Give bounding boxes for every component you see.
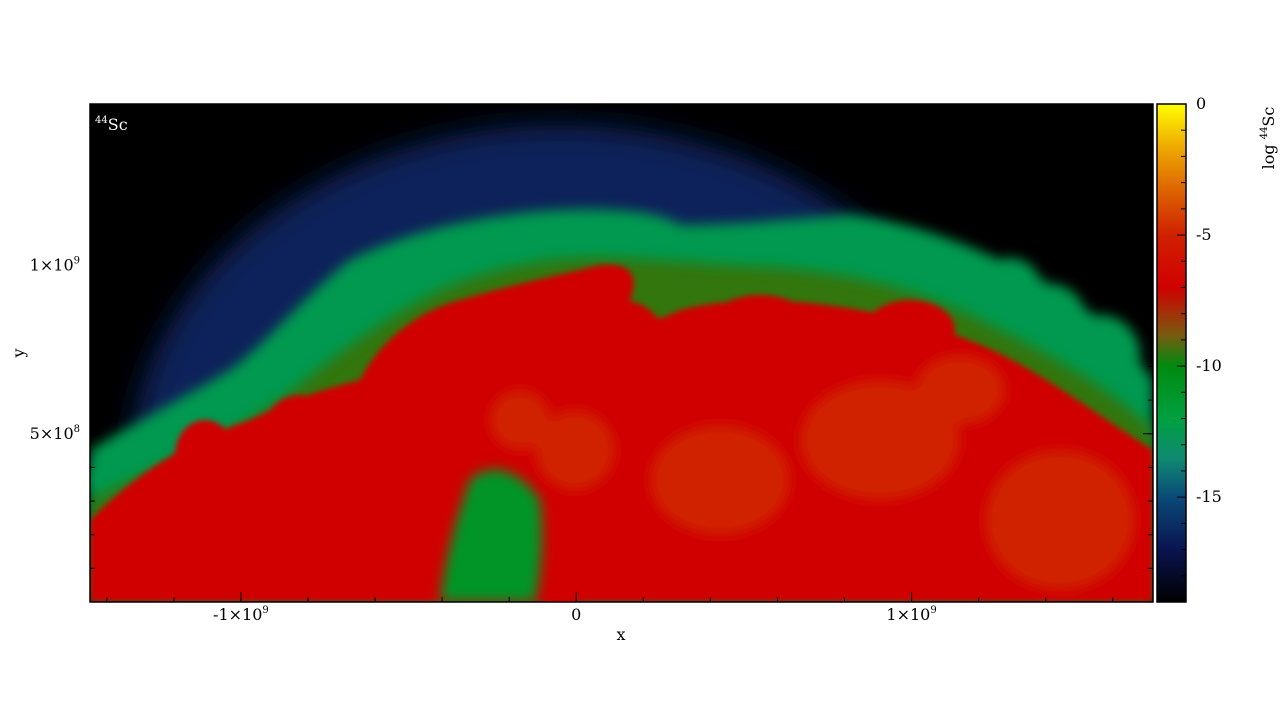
panel-label-text: Sc [108,115,128,134]
colorbar-tick-label: -10 [1196,356,1222,375]
plot-area [89,103,1154,603]
y-tick-mantissa: 1×10 [30,256,74,275]
colorbar-label-suffix: Sc [1259,107,1278,127]
ejecta-fingers [90,264,1153,602]
colorbar-ticks: 0 -5 -10 -15 [1177,94,1222,603]
colorbar-tick-label: -15 [1196,487,1222,506]
panel-label-superscript: 44 [95,115,108,126]
colorbar-label-prefix: log [1259,139,1278,169]
colorbar-label: log 44Sc [1259,107,1278,170]
colorbar-gradient [1156,103,1187,603]
x-tick-label: 0 [571,605,581,624]
x-tick-label: 1×109 [886,605,936,624]
x-tick-exponent: 9 [930,605,936,616]
x-tick-label: -1×109 [213,605,269,624]
hot-bubbles [490,355,1135,590]
x-axis: -1×109 0 1×109 [106,104,1114,624]
heatmap-image [90,125,1153,602]
colorbar-tick-label: -5 [1196,225,1212,244]
colorbar-label-superscript: 44 [1259,127,1270,140]
panel-label: 44Sc [95,115,128,134]
x-tick-mantissa: -1×10 [213,605,262,624]
inner-plume [440,469,543,602]
x-tick-mantissa: 0 [571,605,581,624]
plot-frame [89,103,1154,603]
x-tick-exponent: 9 [262,605,268,616]
colorbar-tick-label: 0 [1196,94,1206,113]
colorbar: 0 -5 -10 -15 log 44Sc [1156,94,1278,603]
x-tick-mantissa: 1×10 [886,605,930,624]
y-tick-exponent: 8 [74,424,80,435]
y-tick-mantissa: 5×10 [30,424,74,443]
y-axis: 5×108 1×109 [30,130,1153,569]
y-tick-label: 5×108 [30,424,80,443]
y-tick-label: 1×109 [30,256,80,275]
y-tick-exponent: 9 [74,256,80,267]
y-axis-label: y [9,348,28,358]
x-axis-label: x [616,625,625,644]
